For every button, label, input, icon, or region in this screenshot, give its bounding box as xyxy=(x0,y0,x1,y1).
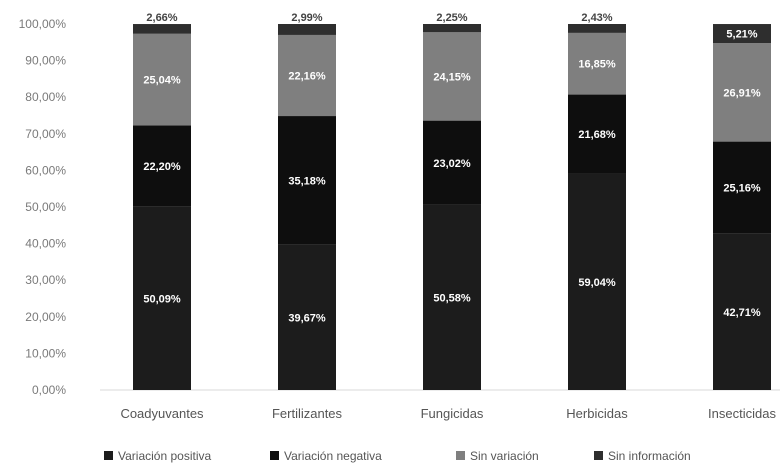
data-label: 50,09% xyxy=(143,293,181,305)
data-label: 2,25% xyxy=(436,12,467,24)
y-tick-label: 100,00% xyxy=(19,17,67,31)
legend-swatch xyxy=(104,451,113,460)
bar-segment xyxy=(423,204,481,390)
bar-segment xyxy=(568,24,626,33)
y-tick-label: 70,00% xyxy=(25,127,66,141)
data-label: 2,66% xyxy=(146,12,177,24)
legend-label: Variación negativa xyxy=(284,449,382,463)
data-label: 5,21% xyxy=(726,29,757,41)
bar-segment xyxy=(133,125,191,207)
bar-segment xyxy=(568,173,626,390)
data-label: 42,71% xyxy=(723,307,761,319)
category-label: Herbicidas xyxy=(566,406,628,421)
data-label: 35,18% xyxy=(288,175,326,187)
legend-swatch xyxy=(456,451,465,460)
bar-segment xyxy=(568,94,626,174)
y-tick-label: 30,00% xyxy=(25,273,66,287)
legend-swatch xyxy=(270,451,279,460)
bar-segment xyxy=(713,141,771,234)
bar-segment xyxy=(133,24,191,34)
category-label: Fertilizantes xyxy=(272,406,343,421)
y-tick-label: 90,00% xyxy=(25,54,66,68)
data-label: 22,20% xyxy=(143,161,181,173)
bar-segment xyxy=(278,244,336,390)
bar-segment xyxy=(133,33,191,126)
y-tick-label: 10,00% xyxy=(25,346,66,360)
legend-label: Variación positiva xyxy=(118,449,211,463)
bar-segment xyxy=(423,120,481,205)
data-label: 59,04% xyxy=(578,277,616,289)
data-label: 2,99% xyxy=(291,12,322,24)
bar-segment xyxy=(713,43,771,142)
data-label: 25,04% xyxy=(143,75,181,87)
legend-label: Sin variación xyxy=(470,449,539,463)
bar-segment xyxy=(423,32,481,121)
data-label: 25,16% xyxy=(723,183,761,195)
data-label: 23,02% xyxy=(433,158,471,170)
category-label: Coadyuvantes xyxy=(120,406,204,421)
y-tick-label: 40,00% xyxy=(25,237,66,251)
data-label: 39,67% xyxy=(288,312,326,324)
legend-swatch xyxy=(594,451,603,460)
data-label: 16,85% xyxy=(578,59,616,71)
bar-segment xyxy=(278,116,336,245)
category-label: Insecticidas xyxy=(708,406,776,421)
category-label: Fungicidas xyxy=(421,406,484,421)
y-tick-label: 20,00% xyxy=(25,310,66,324)
data-label: 50,58% xyxy=(433,292,471,304)
data-label: 21,68% xyxy=(578,129,616,141)
bar-segment xyxy=(423,24,481,33)
bar-segment xyxy=(278,24,336,35)
bar-segment xyxy=(133,206,191,390)
bar-segment xyxy=(278,34,336,117)
data-label: 2,43% xyxy=(581,12,612,24)
y-tick-label: 80,00% xyxy=(25,90,66,104)
data-label: 22,16% xyxy=(288,70,326,82)
data-label: 24,15% xyxy=(433,71,471,83)
y-tick-label: 60,00% xyxy=(25,163,66,177)
legend-label: Sin información xyxy=(608,449,691,463)
bar-segment xyxy=(713,233,771,390)
bar-segment xyxy=(568,32,626,95)
y-tick-label: 50,00% xyxy=(25,200,66,214)
y-tick-label: 0,00% xyxy=(32,383,66,397)
data-label: 26,91% xyxy=(723,87,761,99)
bar-segment xyxy=(713,24,771,44)
